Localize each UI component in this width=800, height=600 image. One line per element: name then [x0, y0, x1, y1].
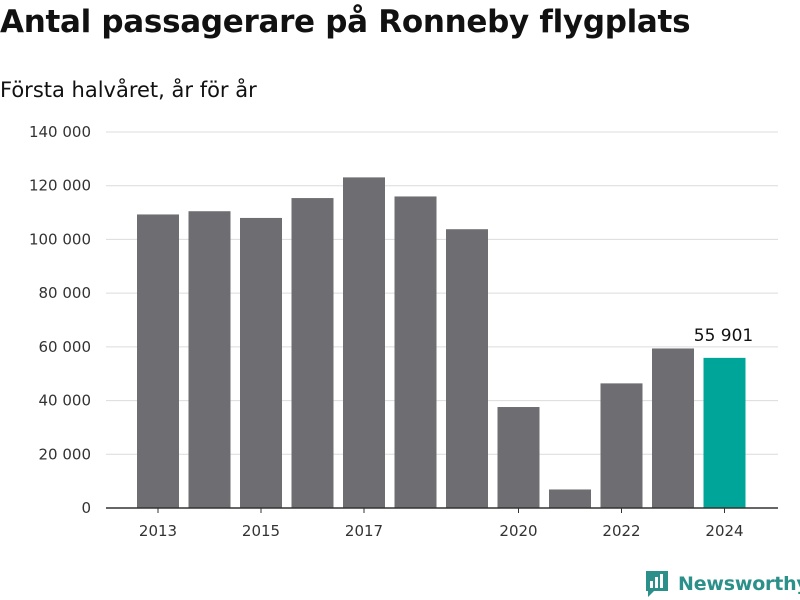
bar-2019: [446, 229, 488, 509]
y-tick-label: 60 000: [39, 338, 92, 356]
y-tick-label: 0: [81, 499, 91, 517]
x-tick-label: 2022: [602, 522, 640, 540]
bar-2015: [240, 217, 282, 508]
bar-2021: [549, 489, 591, 508]
bar-2022: [600, 383, 643, 508]
x-tick-label: 2013: [139, 522, 177, 540]
bar-2014: [188, 211, 231, 508]
bar-2016: [291, 198, 334, 508]
newsworthy-logo-icon: [646, 571, 668, 597]
bar-2017: [343, 177, 385, 509]
data-label: 55 901: [694, 326, 753, 346]
x-tick-label: 2017: [345, 522, 383, 540]
bar-2013: [137, 214, 179, 509]
x-tick-label: 2015: [242, 522, 280, 540]
y-tick-label: 100 000: [29, 230, 91, 248]
x-tick-label: 2020: [499, 522, 537, 540]
bar-2023: [652, 348, 694, 508]
chart-subtitle: Första halvåret, år för år: [0, 78, 257, 102]
y-tick-label: 120 000: [29, 177, 91, 195]
y-tick-label: 40 000: [39, 392, 92, 410]
bar-2024: [703, 357, 746, 508]
brand-name: Newsworthy: [678, 573, 800, 595]
y-tick-label: 20 000: [39, 445, 92, 463]
chart-title: Antal passagerare på Ronneby flygplats: [0, 4, 691, 40]
newsworthy-logo: Newsworthy: [644, 569, 800, 599]
y-tick-label: 140 000: [29, 123, 91, 141]
bar-chart: 0 20 000 40 000 60 000 80 000 100 000 120 000 1…: [29, 123, 778, 540]
y-tick-label: 80 000: [39, 284, 92, 302]
bar-2020: [497, 407, 540, 508]
bar-2018: [394, 196, 437, 508]
x-tick-label: 2024: [705, 522, 743, 540]
